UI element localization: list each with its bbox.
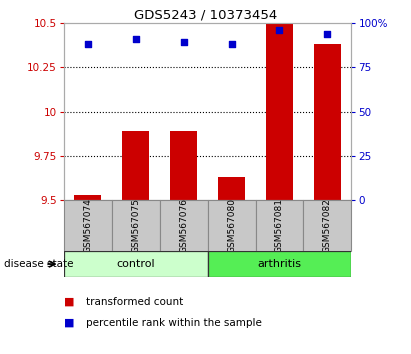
Bar [266,23,293,200]
FancyBboxPatch shape [208,200,256,251]
FancyBboxPatch shape [64,200,112,251]
FancyBboxPatch shape [303,200,351,251]
Bar [218,177,245,200]
Text: percentile rank within the sample: percentile rank within the sample [86,318,262,328]
Point [228,41,235,47]
Point [132,36,139,42]
Point [324,31,331,36]
Text: disease state: disease state [4,259,74,269]
Point [84,41,91,47]
Text: arthritis: arthritis [257,259,302,269]
Text: GSM567082: GSM567082 [323,198,332,253]
Bar [314,44,341,200]
Text: control: control [116,259,155,269]
FancyBboxPatch shape [64,251,208,277]
Point [276,27,283,33]
Text: GSM567076: GSM567076 [179,198,188,253]
Text: transformed count: transformed count [86,297,184,307]
FancyBboxPatch shape [159,200,208,251]
Bar [171,131,197,200]
Text: ■: ■ [64,318,74,328]
Text: GSM567075: GSM567075 [131,198,140,253]
Text: GSM567080: GSM567080 [227,198,236,253]
FancyBboxPatch shape [256,200,303,251]
Bar [74,195,101,200]
Text: GDS5243 / 10373454: GDS5243 / 10373454 [134,9,277,22]
FancyBboxPatch shape [208,251,351,277]
Text: GSM567074: GSM567074 [83,198,92,253]
Text: ■: ■ [64,297,74,307]
FancyBboxPatch shape [112,200,159,251]
Text: GSM567081: GSM567081 [275,198,284,253]
Bar [122,131,149,200]
Point [180,40,187,45]
